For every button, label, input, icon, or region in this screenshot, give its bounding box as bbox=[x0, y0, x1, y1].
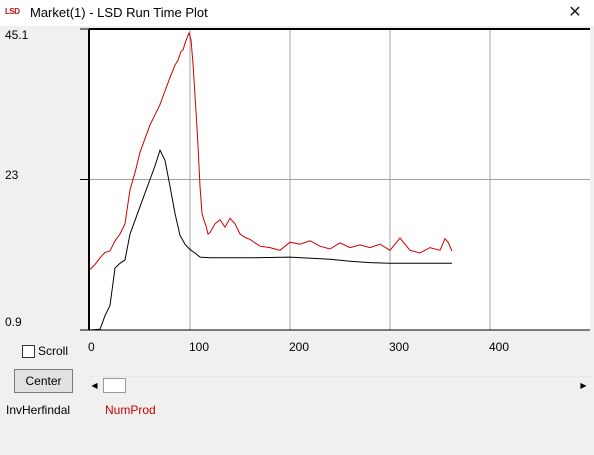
close-button[interactable]: ✕ bbox=[556, 0, 594, 26]
title-bar: LSD Market(1) - LSD Run Time Plot ✕ bbox=[0, 0, 594, 26]
x-tick-label-200: 200 bbox=[289, 340, 310, 354]
plot-canvas bbox=[80, 28, 590, 331]
x-tick-label-0: 0 bbox=[88, 340, 95, 354]
scrollbar-thumb[interactable] bbox=[103, 378, 126, 393]
window-title: Market(1) - LSD Run Time Plot bbox=[30, 5, 208, 20]
center-button[interactable]: Center bbox=[14, 369, 73, 393]
y-axis-max-label: 45.1 bbox=[5, 28, 29, 42]
window-client: 45.1 23 0.9 0 100 200 300 400 Scroll Cen… bbox=[0, 26, 594, 455]
close-icon: ✕ bbox=[568, 4, 582, 21]
scroll-checkbox[interactable] bbox=[22, 345, 35, 358]
x-tick-label-300: 300 bbox=[389, 340, 410, 354]
x-tick-label-100: 100 bbox=[189, 340, 210, 354]
y-axis-min-label: 0.9 bbox=[5, 315, 22, 329]
series-line-numprod bbox=[89, 31, 453, 270]
scroll-right-arrow-icon[interactable]: ▶ bbox=[580, 381, 587, 390]
series-line-invherfindal bbox=[89, 148, 452, 331]
x-tick-label-400: 400 bbox=[489, 340, 510, 354]
y-axis-mid-label: 23 bbox=[5, 168, 19, 182]
scroll-checkbox-label: Scroll bbox=[38, 344, 69, 358]
scroll-left-arrow-icon[interactable]: ◀ bbox=[91, 381, 98, 390]
legend-series-numprod: NumProd bbox=[105, 403, 156, 417]
horizontal-scrollbar[interactable]: ◀ ▶ bbox=[86, 376, 592, 394]
lsd-app-icon: LSD bbox=[5, 7, 20, 16]
legend-series-invherfindal: InvHerfindal bbox=[6, 403, 71, 417]
